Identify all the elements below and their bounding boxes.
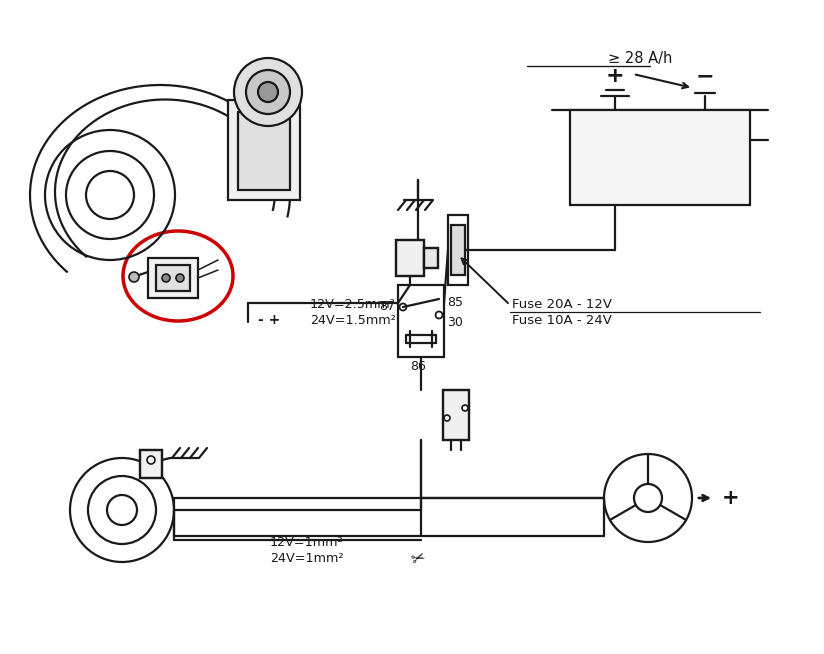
Circle shape bbox=[129, 272, 139, 282]
Text: ≥ 28 A/h: ≥ 28 A/h bbox=[608, 50, 672, 65]
Bar bbox=[238, 112, 290, 190]
Text: −: − bbox=[695, 66, 714, 86]
Bar bbox=[570, 110, 750, 205]
Text: ✂: ✂ bbox=[409, 547, 428, 569]
Bar bbox=[140, 450, 162, 478]
Bar bbox=[424, 248, 438, 268]
Text: 24V=1.5mm²: 24V=1.5mm² bbox=[310, 313, 396, 326]
Text: - +: - + bbox=[258, 313, 280, 327]
Text: Fuse 20A - 12V: Fuse 20A - 12V bbox=[512, 298, 612, 311]
Circle shape bbox=[258, 82, 278, 102]
Text: +: + bbox=[606, 66, 625, 86]
Text: 86: 86 bbox=[410, 360, 426, 373]
Text: 85: 85 bbox=[447, 296, 463, 309]
Bar bbox=[148, 258, 198, 298]
Circle shape bbox=[246, 70, 290, 114]
Text: +: + bbox=[722, 488, 740, 508]
Bar bbox=[451, 225, 465, 275]
Bar bbox=[398, 285, 444, 357]
Circle shape bbox=[176, 274, 184, 282]
Text: 30: 30 bbox=[447, 317, 463, 330]
Bar bbox=[156, 265, 190, 291]
Text: 12V=1mm²: 12V=1mm² bbox=[270, 536, 344, 549]
Bar bbox=[443, 390, 469, 440]
Text: 12V=2.5mm²: 12V=2.5mm² bbox=[310, 298, 396, 311]
Bar bbox=[396, 240, 424, 276]
Bar bbox=[228, 100, 300, 200]
Circle shape bbox=[234, 58, 302, 126]
Circle shape bbox=[162, 274, 170, 282]
Bar bbox=[424, 248, 438, 268]
Bar bbox=[448, 215, 468, 285]
Text: 24V=1mm²: 24V=1mm² bbox=[270, 551, 344, 564]
Text: 87: 87 bbox=[379, 300, 395, 313]
Text: Fuse 10A - 24V: Fuse 10A - 24V bbox=[512, 313, 612, 326]
Bar bbox=[140, 450, 162, 478]
Bar bbox=[396, 240, 424, 276]
Bar bbox=[443, 390, 469, 440]
